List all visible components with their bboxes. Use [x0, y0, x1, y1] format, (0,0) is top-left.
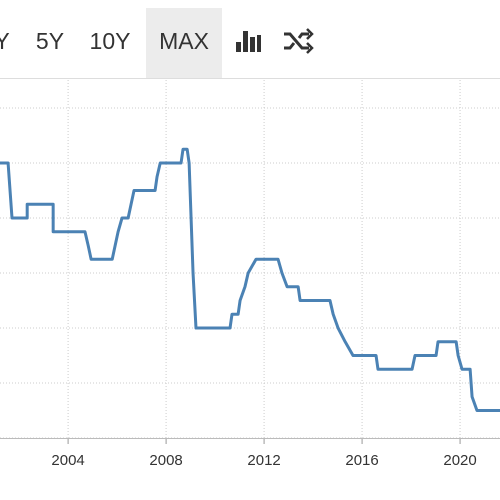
x-tick-label: 2016	[345, 452, 378, 469]
x-tick-label: 2012	[247, 452, 280, 469]
active-button-bg	[146, 8, 222, 78]
x-tick-label: 2004	[51, 452, 84, 469]
bar-chart-icon[interactable]	[236, 31, 261, 52]
range-button[interactable]: MAX	[159, 28, 209, 54]
shuffle-icon[interactable]	[284, 28, 314, 54]
series-line	[0, 147, 500, 413]
range-button[interactable]: 10Y	[90, 28, 131, 54]
range-button[interactable]: Y	[0, 28, 10, 54]
x-tick-label: 2008	[149, 452, 182, 469]
range-button[interactable]: 5Y	[36, 28, 64, 54]
x-tick-label: 2020	[443, 452, 476, 469]
